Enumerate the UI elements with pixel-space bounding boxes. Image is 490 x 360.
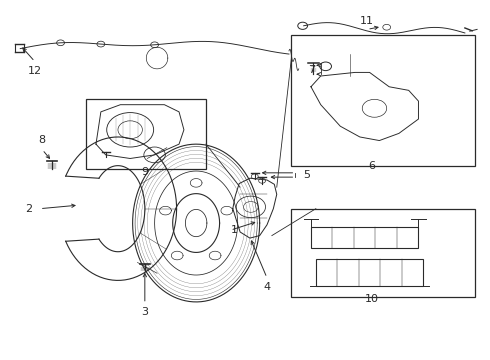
Text: 1: 1 — [230, 225, 237, 235]
Text: 10: 10 — [365, 294, 379, 304]
Text: 7: 7 — [308, 65, 315, 75]
Bar — [292, 209, 475, 297]
Bar — [292, 35, 475, 166]
Bar — [86, 99, 206, 169]
Bar — [311, 226, 418, 248]
Text: 3: 3 — [141, 307, 148, 317]
Text: 4: 4 — [264, 282, 270, 292]
Text: 5: 5 — [304, 170, 311, 180]
Text: 2: 2 — [25, 204, 32, 214]
Text: 9: 9 — [141, 167, 148, 177]
Text: 11: 11 — [360, 16, 374, 26]
Text: 12: 12 — [28, 66, 42, 76]
Text: 6: 6 — [368, 161, 375, 171]
Bar — [316, 259, 423, 286]
Text: 8: 8 — [39, 135, 46, 145]
